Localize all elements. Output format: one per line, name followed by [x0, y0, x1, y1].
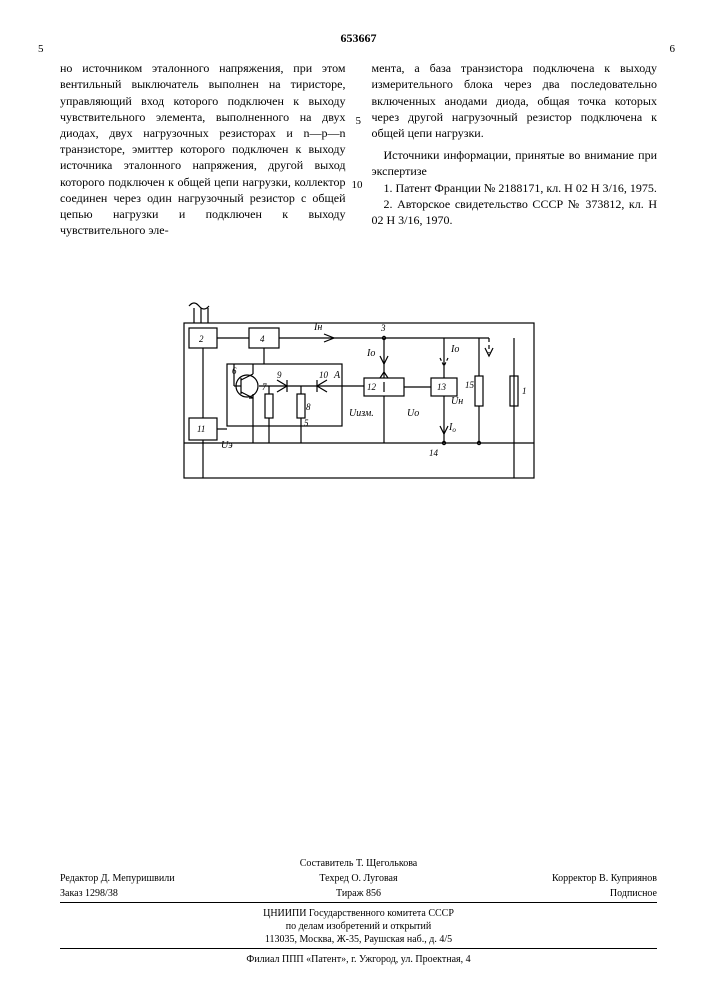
- references: Источники информации, принятые во вниман…: [372, 147, 658, 228]
- footer-compiler: Составитель Т. Щеголькова: [60, 857, 657, 870]
- ref-1: 1. Патент Франции № 2188171, кл. H 02 H …: [372, 180, 658, 196]
- margin-marker-10: 10: [352, 178, 363, 193]
- col-number-left: 5: [38, 42, 44, 57]
- diag-n14: 14: [429, 448, 439, 458]
- diag-n5: 5: [304, 418, 309, 428]
- diag-n7: 7: [262, 382, 267, 392]
- diag-Uizm: Uизм.: [349, 408, 374, 419]
- footer-sign: Подписное: [458, 887, 657, 900]
- page: 653667 5 но источником эталонного напряж…: [0, 0, 707, 1000]
- doc-number: 653667: [60, 30, 657, 46]
- right-column-text: мента, а база транзистора подключена к в…: [372, 61, 658, 140]
- footer-addr2: Филиал ППП «Патент», г. Ужгород, ул. Про…: [60, 953, 657, 966]
- footer-credits: Редактор Д. Мепуришвили Техред О. Лугова…: [60, 872, 657, 885]
- footer-org2: по делам изобретений и открытий: [60, 920, 657, 933]
- footer-tirazh: Тираж 856: [259, 887, 458, 900]
- footer-divider-2: [60, 948, 657, 949]
- footer-corr: Корректор В. Куприянов: [458, 872, 657, 885]
- diag-n3: 3: [380, 323, 386, 333]
- refs-heading: Источники информации, принятые во вниман…: [372, 147, 658, 179]
- diag-Uo: Uо: [407, 408, 419, 419]
- diag-n12: 12: [367, 382, 377, 392]
- diag-In: Iн: [313, 322, 322, 333]
- diag-n8: 8: [306, 402, 311, 412]
- footer-print: Заказ 1298/38 Тираж 856 Подписное: [60, 887, 657, 900]
- left-column: 5 но источником эталонного напряжения, п…: [60, 60, 346, 238]
- diag-n13: 13: [437, 382, 447, 392]
- diag-n9: 9: [277, 370, 282, 380]
- diag-Ue: Uэ: [221, 440, 233, 451]
- diag-Un: Uн: [451, 396, 463, 407]
- diag-Io: Iо: [366, 348, 375, 359]
- footer-addr1: 113035, Москва, Ж-35, Раушская наб., д. …: [60, 933, 657, 946]
- footer-tech: Техред О. Луговая: [259, 872, 458, 885]
- diag-n2: 2: [199, 334, 204, 344]
- diag-n10: 10: [319, 370, 329, 380]
- diag-n4: 4: [260, 334, 265, 344]
- footer-order: Заказ 1298/38: [60, 887, 259, 900]
- diagram-svg: 2 4 Iн 3 11: [159, 298, 559, 508]
- ref-2: 2. Авторское свидетельство СССР № 373812…: [372, 196, 658, 228]
- diag-A: A: [333, 370, 341, 381]
- margin-marker-5: 5: [356, 114, 362, 129]
- diag-n15: 15: [465, 380, 475, 390]
- right-column: 6 5 10 мента, а база транзистора подключ…: [372, 60, 658, 238]
- footer-editor: Редактор Д. Мепуришвили: [60, 872, 259, 885]
- circuit-diagram: 2 4 Iн 3 11: [60, 298, 657, 508]
- footer-divider-1: [60, 902, 657, 903]
- left-column-text: но источником эталонного напряжения, при…: [60, 61, 346, 237]
- col-number-right: 6: [670, 42, 676, 57]
- diag-n1: 1: [522, 386, 527, 396]
- svg-text:Iо: Iо: [448, 422, 456, 434]
- diag-n11: 11: [197, 424, 205, 434]
- footer-org1: ЦНИИПИ Государственного комитета СССР: [60, 907, 657, 920]
- text-columns: 5 но источником эталонного напряжения, п…: [60, 60, 657, 238]
- diag-Io2: Iо: [450, 344, 459, 355]
- footer: Составитель Т. Щеголькова Редактор Д. Ме…: [60, 857, 657, 966]
